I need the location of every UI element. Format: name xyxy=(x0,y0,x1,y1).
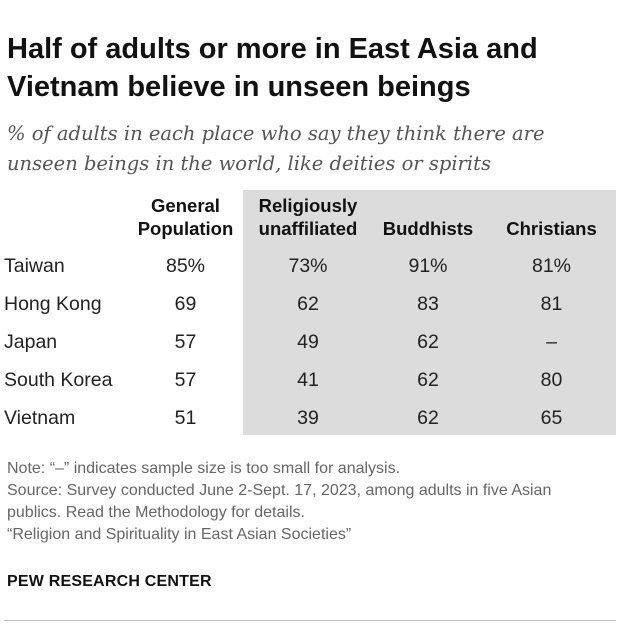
value-cell: 62 xyxy=(417,406,439,429)
corner-cell xyxy=(0,194,128,247)
value-cell: – xyxy=(546,330,557,353)
note-text: Note: “–” indicates sample size is too s… xyxy=(7,460,401,477)
table-row: Hong Kong 69 62 83 81 xyxy=(0,285,620,323)
column-header-line: Christians xyxy=(506,218,597,239)
value-cell: 80 xyxy=(540,368,563,391)
value-cell: 85% xyxy=(165,254,206,277)
row-label: Japan xyxy=(4,330,58,353)
column-header-line: unaffiliated xyxy=(258,218,358,239)
value-cell: 62 xyxy=(297,292,319,315)
row-label: Vietnam xyxy=(4,406,76,429)
value-cell: 41 xyxy=(297,368,319,391)
column-header-line: Buddhists xyxy=(382,218,474,239)
source-text: Source: Survey conducted June 2-Sept. 17… xyxy=(7,482,552,521)
value-cell: 62 xyxy=(417,330,439,353)
table-row: Japan 57 49 62 – xyxy=(0,323,620,361)
value-cell: 51 xyxy=(174,406,197,429)
table-row: Vietnam 51 39 62 65 xyxy=(0,399,620,437)
value-cell: 91% xyxy=(408,254,448,277)
chart-title: Half of adults or more in East Asia and … xyxy=(7,33,538,103)
table-row: South Korea 57 41 62 80 xyxy=(0,361,620,399)
column-header: General Population xyxy=(128,194,243,247)
bottom-divider xyxy=(4,620,616,621)
notes-block: Note: “–” indicates sample size is too s… xyxy=(7,458,607,546)
value-cell: 62 xyxy=(417,368,439,391)
row-label: Hong Kong xyxy=(4,292,102,315)
column-header: Christians xyxy=(483,194,620,247)
column-header-line: General xyxy=(151,195,220,216)
column-header: Buddhists xyxy=(373,194,483,247)
table-row: Taiwan 85% 73% 91% 81% xyxy=(0,247,620,285)
value-cell: 83 xyxy=(417,292,439,315)
column-header-line: Religiously xyxy=(258,195,358,216)
data-table: General Population Religiously unaffiliate… xyxy=(0,194,620,437)
report-title: “Religion and Spirituality in East Asian… xyxy=(7,526,352,543)
value-cell: 57 xyxy=(174,330,197,353)
column-header-line: Population xyxy=(137,218,234,239)
brand-logo-text: PEW RESEARCH CENTER xyxy=(7,573,212,590)
value-cell: 69 xyxy=(174,292,197,315)
value-cell: 65 xyxy=(540,406,563,429)
value-cell: 73% xyxy=(288,254,328,277)
value-cell: 81% xyxy=(531,254,572,277)
value-cell: 49 xyxy=(297,330,319,353)
shaded-columns-background xyxy=(243,190,616,435)
value-cell: 39 xyxy=(297,406,319,429)
header-row: General Population Religiously unaffiliate… xyxy=(0,194,620,247)
row-label: South Korea xyxy=(4,368,113,391)
row-label: Taiwan xyxy=(4,254,65,277)
value-cell: 81 xyxy=(540,292,563,315)
column-header: Religiously unaffiliated xyxy=(243,194,373,247)
chart-subtitle: % of adults in each place who say they t… xyxy=(7,122,545,175)
value-cell: 57 xyxy=(174,368,197,391)
